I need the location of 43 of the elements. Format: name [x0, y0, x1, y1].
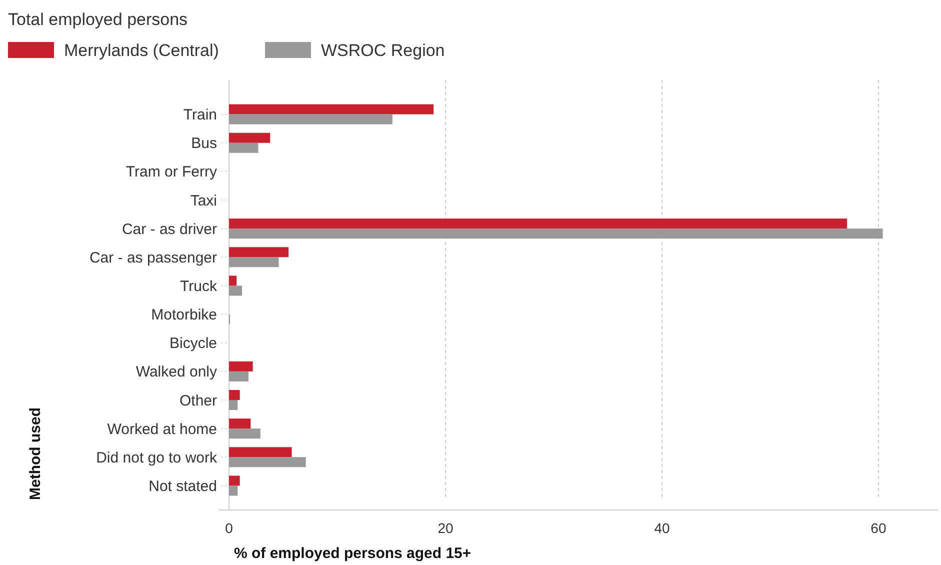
- bar: [229, 390, 240, 400]
- bar: [229, 400, 238, 410]
- bar: [229, 276, 237, 286]
- x-tick-label: 40: [654, 520, 670, 536]
- bar: [229, 428, 260, 439]
- bar: [229, 142, 258, 153]
- y-tick-label: Tram or Ferry: [126, 164, 218, 181]
- bar: [229, 476, 240, 486]
- chart-title: Total employed persons: [8, 10, 188, 29]
- y-tick-label: Walked only: [136, 364, 218, 381]
- bar: [229, 247, 289, 258]
- y-tick-label: Bus: [191, 135, 217, 152]
- x-tick-label: 60: [870, 520, 886, 536]
- y-tick-label: Train: [183, 106, 217, 124]
- y-tick-label: Worked at home: [107, 420, 217, 438]
- bar: [229, 418, 251, 429]
- y-tick-label: Other: [179, 392, 218, 410]
- bar: [229, 286, 242, 296]
- y-tick-label: Did not go to work: [96, 449, 218, 466]
- bar: [229, 447, 292, 458]
- x-tick-label: 0: [225, 520, 234, 536]
- bar: [229, 457, 306, 468]
- bar: [229, 257, 279, 268]
- y-tick-label: Not stated: [148, 478, 217, 495]
- y-tick-label: Truck: [180, 278, 218, 295]
- bar: [229, 104, 434, 114]
- bar: [229, 371, 248, 382]
- y-tick-label: Bicycle: [169, 335, 217, 352]
- y-tick-label: Motorbike: [151, 306, 217, 324]
- bar: [229, 486, 238, 496]
- legend-label: WSROC Region: [321, 41, 445, 60]
- bar: [229, 228, 883, 239]
- y-tick-label: Car - as passenger: [89, 249, 217, 266]
- bar: [229, 218, 848, 229]
- x-axis-title: % of employed persons aged 15+: [234, 545, 472, 562]
- bar: [229, 114, 392, 124]
- bar: [229, 361, 253, 372]
- y-tick-label: Taxi: [190, 192, 217, 210]
- bar: [229, 132, 270, 143]
- y-axis-title: Method used: [27, 408, 44, 500]
- x-tick-label: 20: [438, 520, 454, 536]
- y-tick-label: Car - as driver: [122, 220, 217, 238]
- legend-label: Merrylands (Central): [64, 41, 219, 60]
